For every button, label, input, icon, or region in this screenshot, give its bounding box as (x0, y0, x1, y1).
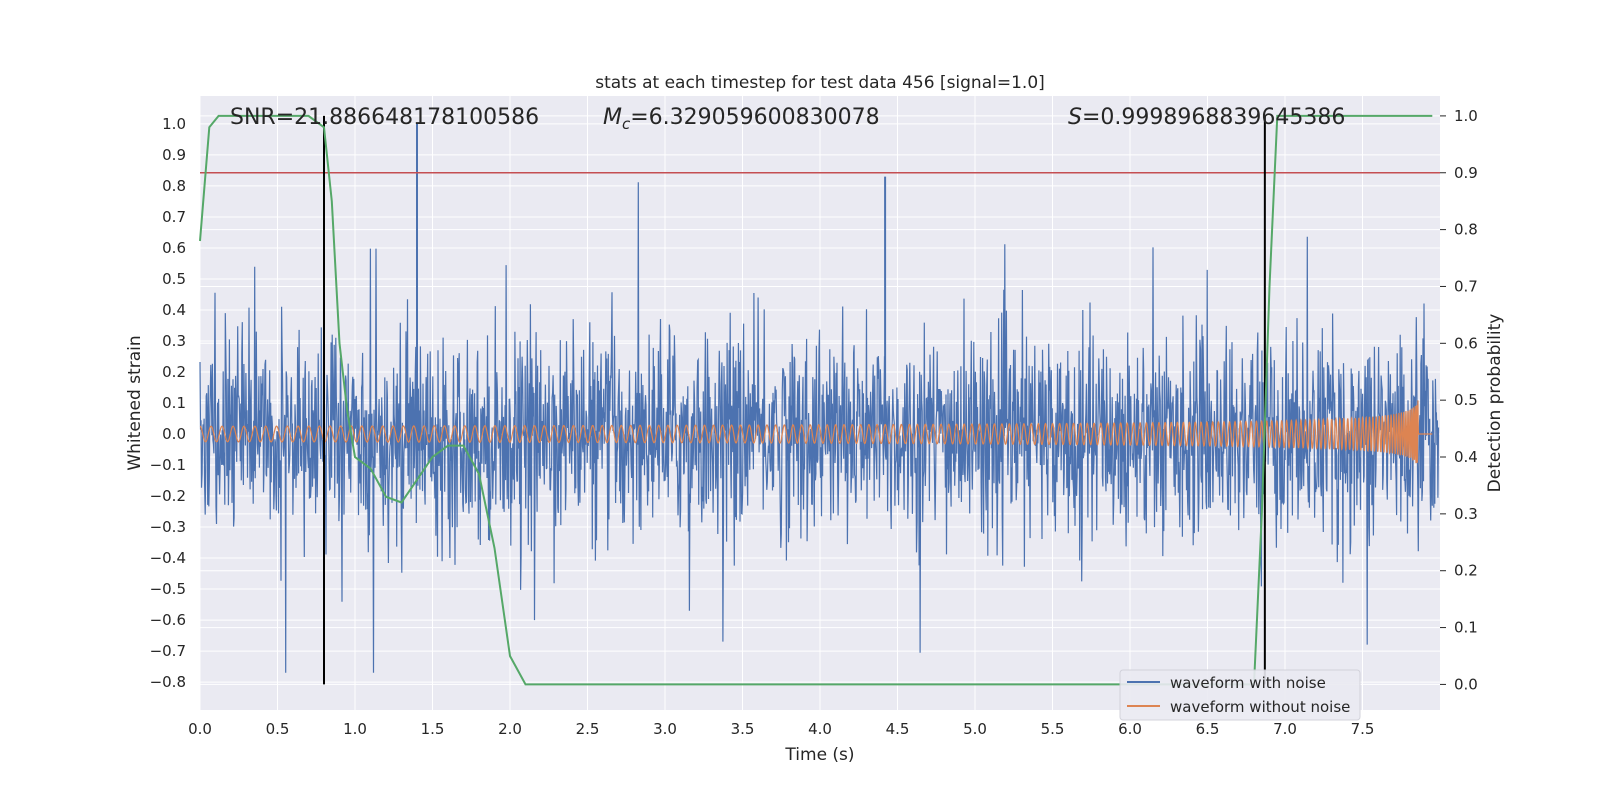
y-tick-label-left: 0.4 (162, 301, 186, 319)
x-tick-label: 5.5 (1041, 720, 1065, 738)
x-tick-label: 3.5 (731, 720, 755, 738)
x-tick-label: 6.5 (1196, 720, 1220, 738)
chart-title: stats at each timestep for test data 456… (595, 73, 1045, 93)
legend-label-noisy: waveform with noise (1170, 674, 1326, 692)
y-tick-label-left: −0.8 (150, 673, 186, 691)
y-tick-label-right: 1.0 (1454, 107, 1478, 125)
y-tick-label-left: 0.3 (162, 332, 186, 350)
x-tick-label: 1.0 (343, 720, 367, 738)
x-tick-label: 7.5 (1351, 720, 1375, 738)
x-tick-label: 2.5 (576, 720, 600, 738)
y-tick-label-left: 0.1 (162, 394, 186, 412)
x-tick-label: 0.0 (188, 720, 212, 738)
chirp-mass-annotation: Mc=6.329059600830078 (603, 105, 880, 133)
y-tick-label-right: 0.7 (1454, 277, 1478, 295)
noisy-waveform-line (199, 182, 1440, 673)
x-tick-label: 4.5 (886, 720, 910, 738)
y-axis-label-left: Whitened strain (125, 335, 145, 470)
detection-score-value: =0.9998968839645386 (1082, 105, 1345, 130)
y-tick-label-left: 0.7 (162, 208, 186, 226)
x-tick-label: 0.5 (266, 720, 290, 738)
y-tick-label-left: 0.5 (162, 270, 186, 288)
y-tick-label-left: −0.5 (150, 580, 186, 598)
y-tick-label-left: −0.6 (150, 611, 186, 629)
y-tick-label-right: 0.3 (1454, 505, 1478, 523)
y-axis-label-right: Detection probability (1485, 314, 1505, 493)
y-tick-label-right: 0.4 (1454, 448, 1478, 466)
x-tick-label: 4.0 (808, 720, 832, 738)
detection-score-annotation: S=0.9998968839645386 (1068, 105, 1345, 130)
y-tick-label-right: 0.1 (1454, 619, 1478, 637)
y-tick-label-right: 0.0 (1454, 675, 1478, 693)
y-tick-label-left: −0.4 (150, 549, 186, 567)
y-tick-label-left: 0.6 (162, 239, 186, 257)
y-tick-label-right: 0.8 (1454, 221, 1478, 239)
y-tick-label-right: 0.6 (1454, 334, 1478, 352)
y-tick-label-right: 0.9 (1454, 164, 1478, 182)
y-tick-label-right: 0.2 (1454, 562, 1478, 580)
legend: waveform with noise waveform without noi… (1119, 669, 1361, 721)
series-waveform-with-noise (199, 123, 1440, 673)
y-tick-label-left: 0.0 (162, 425, 186, 443)
y-tick-label-left: −0.2 (150, 487, 186, 505)
x-tick-label: 1.5 (421, 720, 445, 738)
axis-ticks: 0.0 0.5 1.0 1.5 2.0 2.5 3.0 3.5 4.0 4.5 5.0 5.5 6.0 6… (150, 107, 1478, 738)
y-tick-label-left: −0.7 (150, 642, 186, 660)
x-tick-label: 5.0 (963, 720, 987, 738)
y-tick-label-left: 1.0 (162, 115, 186, 133)
y-tick-label-left: −0.3 (150, 518, 186, 536)
series-detection-probability (199, 114, 1433, 686)
clean-waveform-line (199, 400, 1433, 464)
x-tick-label: 7.0 (1273, 720, 1297, 738)
legend-box (1119, 669, 1361, 721)
x-tick-label: 6.0 (1118, 720, 1142, 738)
y-tick-label-left: 0.8 (162, 177, 186, 195)
probability-line (199, 114, 1433, 686)
chirp-mass-value: =6.329059600830078 (630, 105, 879, 130)
snr-annotation: SNR=21.886648178100586 (230, 105, 539, 130)
y-tick-label-left: 0.9 (162, 146, 186, 164)
x-tick-label: 2.0 (498, 720, 522, 738)
legend-label-clean: waveform without noise (1170, 698, 1350, 716)
series-waveform-without-noise (199, 400, 1433, 464)
x-tick-label: 3.0 (653, 720, 677, 738)
y-tick-label-right: 0.5 (1454, 391, 1478, 409)
y-tick-label-left: −0.1 (150, 456, 186, 474)
x-axis-label: Time (s) (784, 745, 854, 765)
y-tick-label-left: 0.2 (162, 363, 186, 381)
chirp-mass-subscript: c (622, 115, 631, 133)
chirp-mass-symbol: M (603, 105, 622, 130)
detection-score-symbol: S (1068, 105, 1082, 130)
